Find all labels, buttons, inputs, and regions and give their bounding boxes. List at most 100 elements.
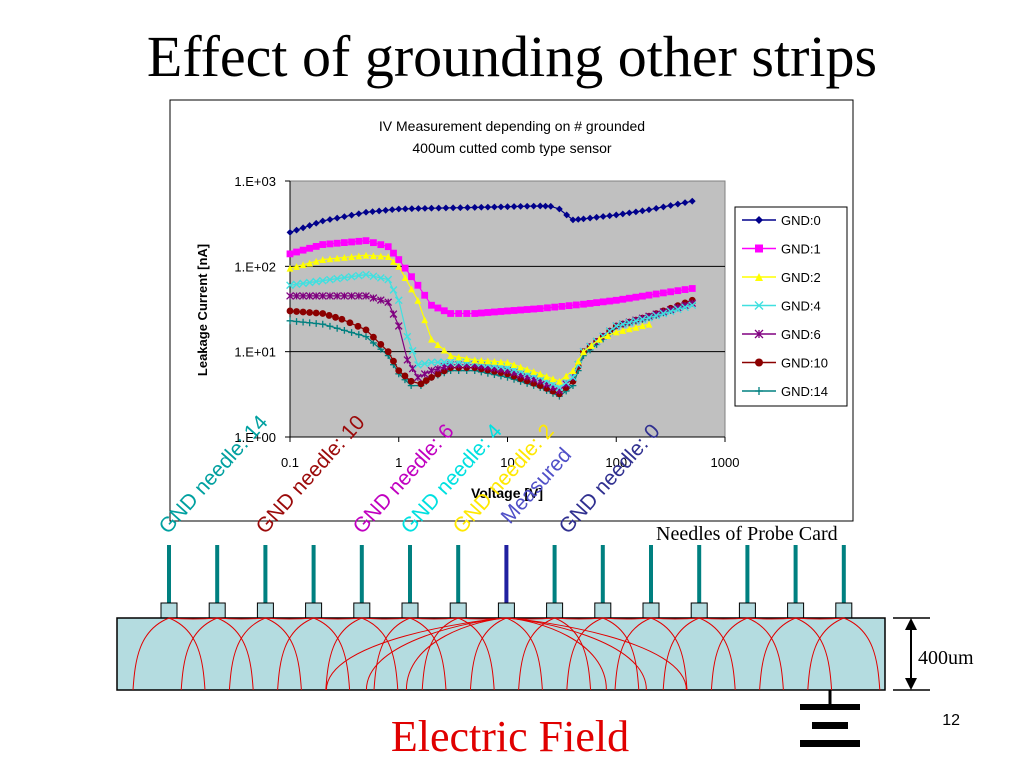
data-point bbox=[319, 320, 327, 328]
data-point bbox=[394, 296, 403, 305]
field-line bbox=[265, 617, 302, 691]
data-point bbox=[555, 377, 563, 385]
data-point bbox=[376, 296, 385, 304]
data-point bbox=[497, 308, 505, 315]
legend-label: GND:1 bbox=[781, 242, 821, 257]
data-point bbox=[504, 307, 511, 315]
data-point bbox=[362, 208, 370, 216]
data-point bbox=[362, 333, 370, 341]
data-point bbox=[377, 341, 385, 348]
data-point bbox=[612, 211, 620, 219]
data-point bbox=[312, 320, 320, 327]
data-point bbox=[660, 289, 667, 297]
data-point bbox=[631, 317, 640, 325]
data-point bbox=[639, 322, 646, 330]
legend-box bbox=[734, 206, 848, 407]
field-line bbox=[313, 617, 351, 691]
data-point bbox=[477, 309, 485, 317]
data-point bbox=[408, 364, 417, 373]
data-point bbox=[333, 274, 342, 283]
data-point bbox=[299, 279, 307, 288]
data-point bbox=[660, 203, 667, 211]
data-point bbox=[354, 322, 362, 330]
field-line bbox=[409, 617, 447, 691]
data-point bbox=[517, 363, 524, 371]
legend-entry: GND:6 bbox=[742, 327, 821, 342]
data-point bbox=[558, 302, 566, 310]
data-point bbox=[407, 377, 415, 385]
data-point bbox=[384, 298, 393, 307]
data-point bbox=[382, 206, 390, 214]
data-point bbox=[389, 310, 398, 318]
data-point bbox=[355, 237, 363, 245]
data-point bbox=[362, 326, 370, 334]
data-point bbox=[652, 311, 661, 320]
data-point bbox=[446, 358, 455, 367]
field-line bbox=[566, 617, 603, 691]
field-line bbox=[217, 617, 266, 620]
data-point bbox=[390, 249, 397, 257]
data-point bbox=[389, 286, 398, 294]
data-point bbox=[414, 360, 422, 369]
data-point bbox=[286, 228, 294, 236]
data-point bbox=[306, 309, 314, 316]
data-point bbox=[667, 202, 675, 209]
data-point bbox=[348, 211, 355, 219]
data-point bbox=[319, 241, 327, 248]
data-point bbox=[547, 202, 555, 210]
data-point bbox=[449, 204, 457, 212]
data-point bbox=[523, 306, 531, 313]
data-point bbox=[580, 300, 587, 308]
data-point bbox=[286, 317, 294, 325]
data-point bbox=[543, 372, 551, 380]
data-point bbox=[340, 327, 348, 334]
ground-symbol-icon bbox=[800, 690, 860, 747]
data-point bbox=[517, 306, 524, 314]
data-point bbox=[638, 315, 647, 324]
legend-entry: GND:10 bbox=[742, 356, 828, 371]
field-line bbox=[469, 617, 507, 691]
data-point bbox=[504, 203, 511, 211]
data-point bbox=[618, 320, 627, 329]
data-point bbox=[312, 309, 320, 317]
data-point bbox=[612, 328, 620, 336]
data-point bbox=[428, 204, 435, 212]
data-point bbox=[403, 332, 412, 341]
data-point bbox=[299, 318, 307, 326]
data-point bbox=[625, 294, 633, 302]
data-point bbox=[340, 273, 349, 282]
data-point bbox=[293, 308, 300, 315]
x-tick-label: 1 bbox=[395, 455, 402, 470]
field-line bbox=[807, 617, 844, 691]
data-point bbox=[355, 252, 363, 260]
data-point bbox=[471, 310, 479, 317]
field-line bbox=[409, 617, 459, 620]
data-point bbox=[306, 222, 314, 229]
data-point bbox=[421, 291, 429, 299]
data-point bbox=[463, 355, 471, 362]
field-line bbox=[795, 617, 844, 620]
data-point bbox=[596, 335, 603, 343]
data-point bbox=[348, 238, 355, 246]
data-point bbox=[422, 377, 430, 384]
field-line bbox=[325, 617, 362, 691]
data-point bbox=[569, 367, 577, 374]
probe-needle bbox=[256, 545, 274, 619]
data-point bbox=[491, 357, 498, 365]
x-tick-label: 100 bbox=[605, 455, 627, 470]
data-point bbox=[484, 203, 492, 211]
data-point bbox=[427, 358, 436, 367]
data-point bbox=[348, 253, 355, 261]
data-point bbox=[477, 357, 485, 364]
data-point bbox=[427, 366, 436, 375]
data-point bbox=[369, 294, 378, 302]
data-point bbox=[401, 274, 409, 282]
legend-marker bbox=[755, 244, 763, 253]
y-tick-label: 1.E+03 bbox=[234, 174, 276, 189]
data-point bbox=[333, 292, 342, 300]
y-tick-label: 1.E+01 bbox=[234, 345, 276, 360]
data-point bbox=[536, 305, 544, 312]
data-point bbox=[362, 292, 370, 300]
data-point bbox=[312, 243, 320, 250]
data-point bbox=[523, 365, 531, 373]
